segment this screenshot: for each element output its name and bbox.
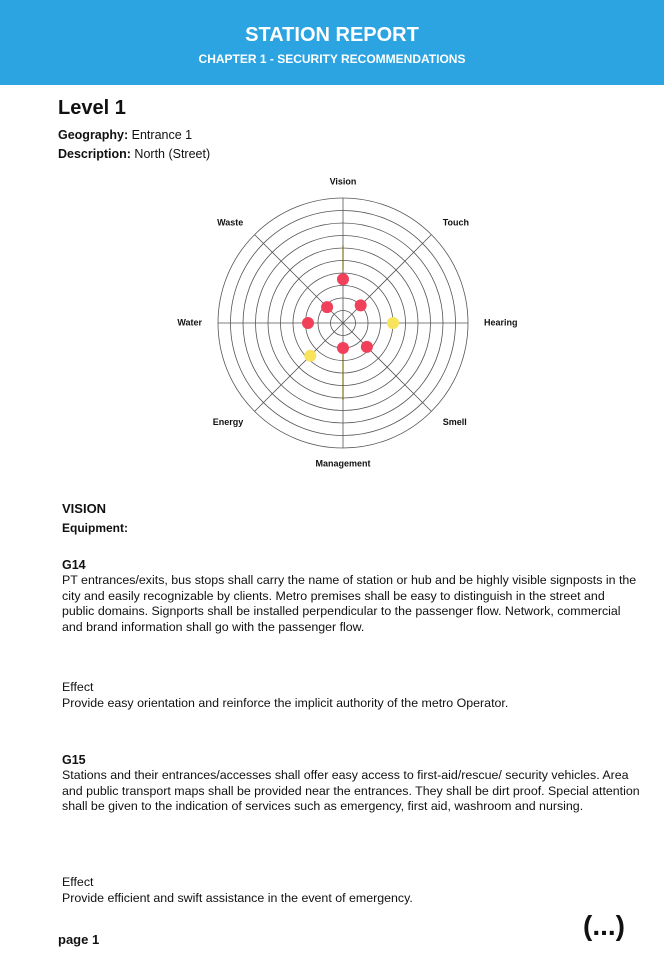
item-text: Stations and their entrances/accesses sh… xyxy=(62,768,640,814)
axis-label: Touch xyxy=(443,218,469,228)
axis-label: Energy xyxy=(213,417,244,427)
axis-line xyxy=(254,322,344,412)
section-subtitle: Equipment: xyxy=(62,521,128,535)
axis-line xyxy=(342,322,432,412)
header: STATION REPORT CHAPTER 1 - SECURITY RECO… xyxy=(0,0,664,85)
data-point xyxy=(304,349,317,362)
level-title: Level 1 xyxy=(58,97,126,119)
data-point xyxy=(337,342,349,354)
item-text: PT entrances/exits, bus stops shall carr… xyxy=(62,573,637,634)
radar-chart: Vision Touch Hearing Smell Management Energy W… xyxy=(177,176,518,468)
axis-label: Management xyxy=(315,458,370,468)
axis-label: Smell xyxy=(443,417,467,427)
geography-label: Geography: xyxy=(58,128,129,142)
description-value: North (Street) xyxy=(134,147,211,161)
data-point xyxy=(387,317,399,329)
section-title: VISION xyxy=(62,501,107,516)
header-subtitle: CHAPTER 1 - SECURITY RECOMMENDATIONS xyxy=(198,52,466,66)
axis-label: Water xyxy=(177,317,202,327)
page-number: page 1 xyxy=(58,932,100,947)
effect-label: Effect xyxy=(62,680,94,694)
geography: Geography: Entrance 1 xyxy=(58,128,192,142)
data-point xyxy=(360,340,373,353)
axis-label: Vision xyxy=(330,176,357,186)
effect-label: Effect xyxy=(62,875,94,889)
data-point xyxy=(337,273,349,286)
effect-text: Provide efficient and swift assistance i… xyxy=(62,891,413,905)
description-label: Description: xyxy=(58,147,131,161)
axis-label: Hearing xyxy=(484,317,518,327)
header-title: STATION REPORT xyxy=(245,24,419,46)
item-code: G15 xyxy=(62,753,86,767)
item-code: G14 xyxy=(62,558,86,572)
data-point xyxy=(302,317,314,329)
data-point xyxy=(321,301,334,314)
geography-value: Entrance 1 xyxy=(131,128,193,142)
effect-text: Provide easy orientation and reinforce t… xyxy=(62,696,509,710)
axis-label: Waste xyxy=(217,218,243,228)
data-point xyxy=(354,299,367,312)
continuation: (...) xyxy=(583,910,625,941)
description: Description: North (Street) xyxy=(58,147,210,161)
